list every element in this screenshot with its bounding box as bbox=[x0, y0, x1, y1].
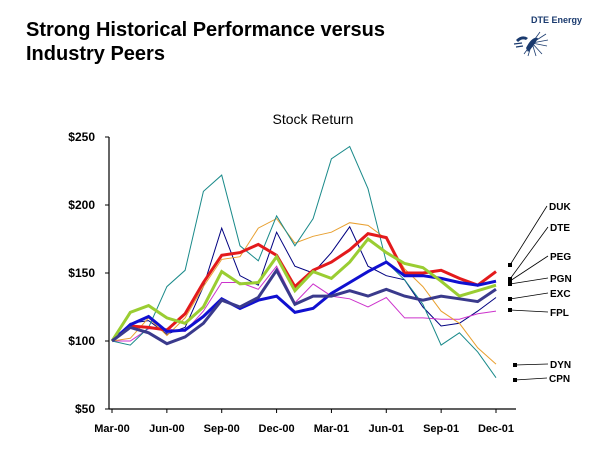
x-tick-label: Jun-01 bbox=[369, 423, 404, 435]
y-tick-label: $100 bbox=[68, 334, 95, 348]
y-tick-label: $150 bbox=[68, 266, 95, 280]
x-tick-label: Mar-00 bbox=[94, 423, 129, 435]
legend-leader-line bbox=[509, 205, 548, 266]
legend-label-pgn: PGN bbox=[550, 274, 572, 285]
y-tick-label: $250 bbox=[68, 130, 95, 144]
series-line-dte bbox=[111, 260, 497, 343]
logo-text: DTE Energy bbox=[531, 15, 583, 25]
y-tick-label: $200 bbox=[68, 198, 95, 212]
y-tick-label: $50 bbox=[75, 402, 95, 416]
series-line-cpn bbox=[111, 145, 497, 378]
chart-title: Stock Return bbox=[273, 111, 354, 127]
slide-title-line-1: Strong Historical Performance versus bbox=[26, 19, 386, 41]
dte-energy-logo-icon bbox=[513, 31, 549, 57]
legend-leader-line bbox=[514, 377, 548, 381]
legend-label-fpl: FPL bbox=[550, 308, 569, 319]
series-line-duk bbox=[111, 231, 497, 343]
x-tick-label: Mar-01 bbox=[314, 423, 349, 435]
series-line-peg bbox=[110, 236, 497, 342]
legend-leader-line bbox=[509, 226, 549, 280]
x-tick-label: Sep-01 bbox=[423, 423, 459, 435]
legend-leader-line bbox=[509, 309, 549, 313]
slide-title: Strong Historical Performance versus Ind… bbox=[26, 18, 385, 66]
x-tick-label: Sep-00 bbox=[204, 423, 240, 435]
legend-label-duk: DUK bbox=[549, 202, 571, 213]
legend-label-cpn: CPN bbox=[549, 374, 570, 385]
x-tick-label: Jun-00 bbox=[149, 423, 184, 435]
legend-leader-line bbox=[509, 277, 549, 285]
slide-title-line-2: Industry Peers bbox=[26, 43, 165, 65]
legend-label-dyn: DYN bbox=[550, 360, 571, 371]
legend-label-exc: EXC bbox=[550, 289, 571, 300]
legend-leader-line bbox=[509, 292, 549, 300]
x-tick-label: Dec-01 bbox=[478, 423, 514, 435]
legend-label-peg: PEG bbox=[550, 252, 571, 263]
series-line-pgn bbox=[111, 267, 497, 346]
legend-leader-line bbox=[509, 255, 549, 282]
x-tick-label: Dec-00 bbox=[259, 423, 295, 435]
legend-leader-line bbox=[514, 363, 549, 366]
legend-label-dte: DTE bbox=[550, 223, 570, 234]
